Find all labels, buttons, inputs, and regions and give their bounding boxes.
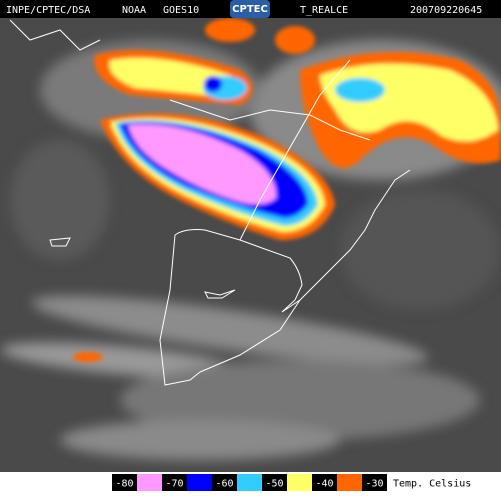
legend-label: -70: [165, 479, 183, 490]
legend-label-box: [262, 474, 287, 491]
coastlines: [9, 19, 411, 386]
source: INPE/CPTEC/DSA: [6, 5, 90, 16]
legend-label-box: [312, 474, 337, 491]
legend-label-box: [212, 474, 237, 491]
legend-swatch: [137, 474, 162, 491]
logo-box: [230, 0, 270, 18]
satellite: GOES10: [163, 5, 199, 16]
legend-swatch: [337, 474, 362, 491]
legend-label: -80: [115, 479, 133, 490]
legend-label-box: [362, 474, 387, 491]
product: T_REALCE: [300, 5, 348, 16]
legend: -80 -70 -60 -50 -40 -30 Temp. Celsius: [112, 474, 471, 491]
legend-swatch: [287, 474, 312, 491]
legend-label: -40: [315, 479, 333, 490]
agency: NOAA: [122, 5, 146, 16]
legend-swatch: [187, 474, 212, 491]
legend-label: -60: [215, 479, 233, 490]
legend-unit: Temp. Celsius: [393, 479, 471, 490]
legend-label-box: [162, 474, 187, 491]
timestamp: 200709220645: [410, 5, 482, 16]
cold-tops: [73, 18, 501, 362]
legend-label-box: [112, 474, 137, 491]
legend-label: -50: [265, 479, 283, 490]
logo: CPTEC: [232, 4, 268, 15]
legend-label: -30: [365, 479, 383, 490]
legend-swatch: [237, 474, 262, 491]
